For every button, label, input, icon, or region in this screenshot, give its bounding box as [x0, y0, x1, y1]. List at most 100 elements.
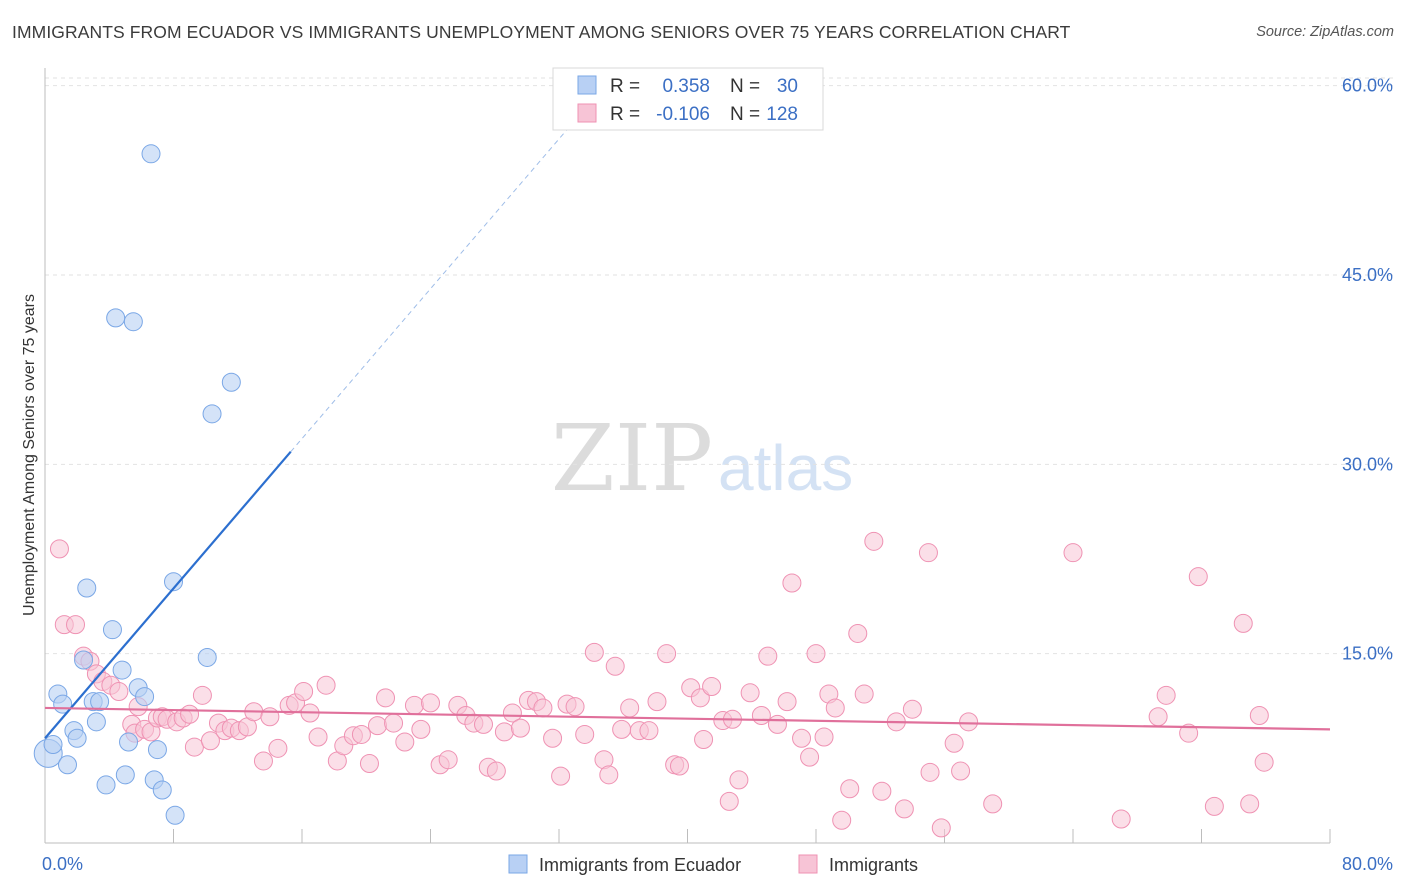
immigrants-point: [376, 688, 396, 708]
x-tick-label-min: 0.0%: [42, 854, 83, 874]
stats-n-label: N =: [730, 76, 760, 97]
gridlines: [45, 77, 1393, 655]
immigrants-point: [657, 644, 677, 664]
watermark: ZIP atlas: [551, 405, 853, 512]
immigrants-point: [1240, 794, 1260, 814]
immigrants-point: [639, 721, 659, 741]
ecuador-point: [67, 728, 87, 748]
immigrants-point: [109, 682, 129, 702]
immigrants-point: [1111, 809, 1131, 829]
x-tick-label-max: 80.0%: [1342, 854, 1393, 874]
immigrants-point: [620, 698, 640, 718]
chart-title: IMMIGRANTS FROM ECUADOR VS IMMIGRANTS UN…: [12, 22, 1071, 42]
trend-lines: [44, 119, 1331, 739]
immigrants-point: [575, 724, 595, 744]
ecuador-point: [147, 740, 167, 760]
immigrants-point: [702, 676, 722, 696]
stats-swatch-ecuador: [577, 75, 597, 95]
stats-r-label: R =: [610, 76, 640, 97]
immigrants-point: [825, 698, 845, 718]
immigrants-point: [438, 750, 458, 770]
immigrants-point: [404, 695, 424, 715]
immigrants-point: [777, 692, 797, 712]
immigrants-point: [411, 719, 431, 739]
immigrants-point: [729, 770, 749, 790]
legend: Immigrants from Ecuador Immigrants: [508, 854, 918, 875]
stats-r-value: 0.358: [662, 76, 710, 97]
y-axis-label: Unemployment Among Seniors over 75 years: [21, 294, 38, 616]
immigrants-point: [669, 756, 689, 776]
immigrants-point: [192, 685, 212, 705]
immigrants-point: [1179, 723, 1199, 743]
immigrants-point: [690, 688, 710, 708]
immigrants-points: [49, 531, 1274, 838]
ecuador-point: [74, 650, 94, 670]
immigrants-point: [758, 646, 778, 666]
immigrants-point: [694, 729, 714, 749]
ecuador-trendline-extension: [290, 119, 576, 453]
ecuador-point: [106, 308, 126, 328]
immigrants-point: [565, 697, 585, 717]
immigrants-point: [502, 703, 522, 723]
immigrants-point: [814, 727, 834, 747]
y-tick-labels: 15.0% 30.0% 45.0% 60.0%: [1342, 76, 1393, 664]
immigrants-point: [792, 728, 812, 748]
stats-box: R = 0.358 N = 30 R = -0.106 N = 128: [552, 67, 824, 131]
immigrants-point: [184, 737, 204, 757]
immigrants-point: [551, 766, 571, 786]
immigrants-point: [486, 761, 506, 781]
ecuador-point: [164, 572, 183, 592]
immigrants-point: [719, 791, 739, 811]
immigrants-point: [308, 727, 328, 747]
immigrants-point: [533, 698, 553, 718]
immigrants-point: [740, 683, 760, 703]
immigrants-point: [840, 779, 860, 799]
immigrants-point: [782, 573, 802, 593]
immigrants-point: [49, 539, 69, 559]
immigrants-point: [647, 692, 667, 712]
immigrants-point: [767, 714, 787, 734]
immigrants-point: [951, 761, 971, 781]
axes: [44, 68, 1331, 844]
watermark-zip: ZIP: [551, 405, 713, 512]
immigrants-point: [294, 682, 314, 702]
ecuador-point: [123, 312, 143, 332]
immigrants-point: [854, 684, 874, 704]
immigrants-point: [1148, 707, 1168, 727]
immigrants-point: [1233, 613, 1253, 633]
immigrants-point: [359, 753, 379, 773]
immigrants-point: [944, 733, 964, 753]
ecuador-point: [152, 780, 172, 800]
immigrants-point: [351, 724, 371, 744]
immigrants-point: [612, 719, 632, 739]
immigrants-point: [599, 765, 619, 785]
ecuador-trendline: [44, 450, 292, 739]
stats-box-frame: [552, 67, 824, 131]
immigrants-point: [200, 731, 220, 751]
immigrants-point: [1063, 543, 1083, 563]
immigrants-point: [268, 738, 288, 758]
immigrants-point: [902, 699, 922, 719]
immigrants-point: [832, 810, 852, 830]
y-tick-label: 45.0%: [1342, 265, 1393, 285]
y-tick-label: 15.0%: [1342, 644, 1393, 664]
ecuador-point: [112, 660, 132, 680]
immigrants-point: [800, 747, 820, 767]
immigrants-point: [1188, 567, 1208, 587]
stats-n-value: 30: [777, 76, 798, 97]
immigrants-point: [872, 781, 892, 801]
immigrants-point: [918, 543, 938, 563]
legend-label-ecuador: Immigrants from Ecuador: [539, 855, 741, 875]
immigrants-point: [1249, 706, 1269, 726]
immigrants-point: [395, 732, 415, 752]
immigrants-point: [474, 714, 494, 734]
immigrants-point: [367, 716, 387, 736]
immigrants-point: [751, 706, 771, 726]
immigrants-point: [864, 531, 884, 551]
stats-r-label: R =: [610, 104, 640, 125]
stats-swatch-immigrants: [577, 103, 597, 123]
immigrants-point: [894, 799, 914, 819]
immigrants-point: [543, 728, 563, 748]
immigrants-point: [983, 794, 1003, 814]
